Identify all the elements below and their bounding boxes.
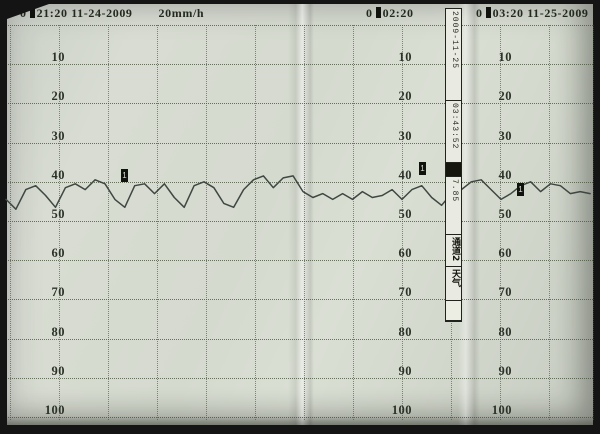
scale-label: 90	[498, 363, 512, 378]
scale-label: 10	[51, 50, 65, 65]
gridline-vertical	[304, 25, 305, 420]
gridline-vertical	[500, 25, 501, 420]
paper-speed-label: 20mm/h	[158, 6, 205, 20]
header-right: 0 03:20 11-25-2009	[476, 6, 589, 21]
scale-label: 20	[51, 89, 65, 104]
photo-corner-shadow	[7, 4, 49, 19]
scale-label: 70	[398, 285, 412, 300]
event-mark-icon	[485, 7, 491, 18]
trace-path	[5, 175, 591, 210]
strip-segment: 天气	[446, 267, 461, 301]
annotation-strip: 2009-11-25 03:43:52 7.85 通道2 天气	[445, 8, 462, 322]
event-mark-icon	[375, 7, 381, 18]
scale-label: 60	[398, 246, 412, 261]
scale-zero-label: 0	[366, 6, 373, 20]
gridline-vertical	[255, 25, 256, 420]
gridline-vertical	[59, 25, 60, 420]
gridline-horizontal	[8, 417, 593, 418]
scale-label: 100	[391, 403, 412, 417]
scale-label: 30	[498, 128, 512, 143]
scale-label: 100	[491, 403, 512, 417]
timestamp-left: 21:20 11-24-2009	[36, 6, 133, 20]
gridline-vertical	[593, 25, 594, 420]
scale-label: 50	[51, 207, 65, 221]
chart-paper	[7, 4, 593, 425]
gridline-horizontal	[8, 260, 593, 262]
scale-label: 90	[398, 363, 412, 378]
strip-segment: 03:43:52	[446, 101, 461, 163]
event-mark: 1	[419, 162, 426, 175]
scale-label: 60	[498, 246, 512, 261]
scale-label: 20	[398, 89, 412, 104]
scale-label: 40	[498, 167, 512, 182]
gridline-horizontal	[8, 221, 593, 222]
scale-label: 40	[398, 167, 412, 182]
scale-label: 70	[498, 285, 512, 300]
gridline-vertical	[353, 25, 354, 420]
scale-label: 100	[44, 403, 65, 417]
scale-label: 50	[498, 207, 512, 221]
gridline-horizontal	[8, 103, 593, 105]
scale-label: 70	[51, 285, 65, 300]
scale-zero-label: 0	[476, 6, 483, 20]
gridline-vertical	[108, 25, 109, 420]
gridline-horizontal	[8, 142, 593, 144]
gridline-horizontal	[8, 299, 593, 301]
scale-label: 60	[51, 246, 65, 261]
scale-label: 30	[51, 128, 65, 143]
scale-label: 20	[498, 89, 512, 104]
event-mark: 1	[517, 183, 524, 196]
event-mark: 1	[121, 169, 128, 182]
scale-label: 10	[398, 50, 412, 65]
gridline-vertical	[402, 25, 403, 420]
scale-label: 80	[51, 324, 65, 339]
gridline-vertical	[206, 25, 207, 420]
strip-segment	[446, 163, 461, 177]
scale-label: 10	[498, 50, 512, 65]
strip-segment	[446, 301, 461, 321]
gridline-vertical	[157, 25, 158, 420]
gridline-horizontal	[8, 377, 593, 379]
scale-label: 50	[398, 207, 412, 221]
timestamp-middle: 02:20	[382, 6, 414, 20]
scale-label: 80	[498, 324, 512, 339]
gridline-vertical	[10, 25, 11, 420]
gridline-horizontal	[8, 338, 593, 340]
strip-segment: 通道2	[446, 235, 461, 267]
header-middle: 0 02:20	[366, 6, 414, 21]
gridline-horizontal	[8, 181, 593, 183]
strip-segment: 7.85	[446, 177, 461, 235]
gridline-horizontal	[8, 25, 593, 26]
scale-label: 30	[398, 128, 412, 143]
scale-label: 40	[51, 167, 65, 182]
timestamp-right: 03:20 11-25-2009	[492, 6, 589, 20]
gridline-vertical	[549, 25, 550, 420]
scale-label: 90	[51, 363, 65, 378]
strip-segment: 2009-11-25	[446, 9, 461, 101]
gridline-horizontal	[8, 64, 593, 66]
paper-bottom-shadow	[7, 416, 593, 425]
scale-label: 80	[398, 324, 412, 339]
